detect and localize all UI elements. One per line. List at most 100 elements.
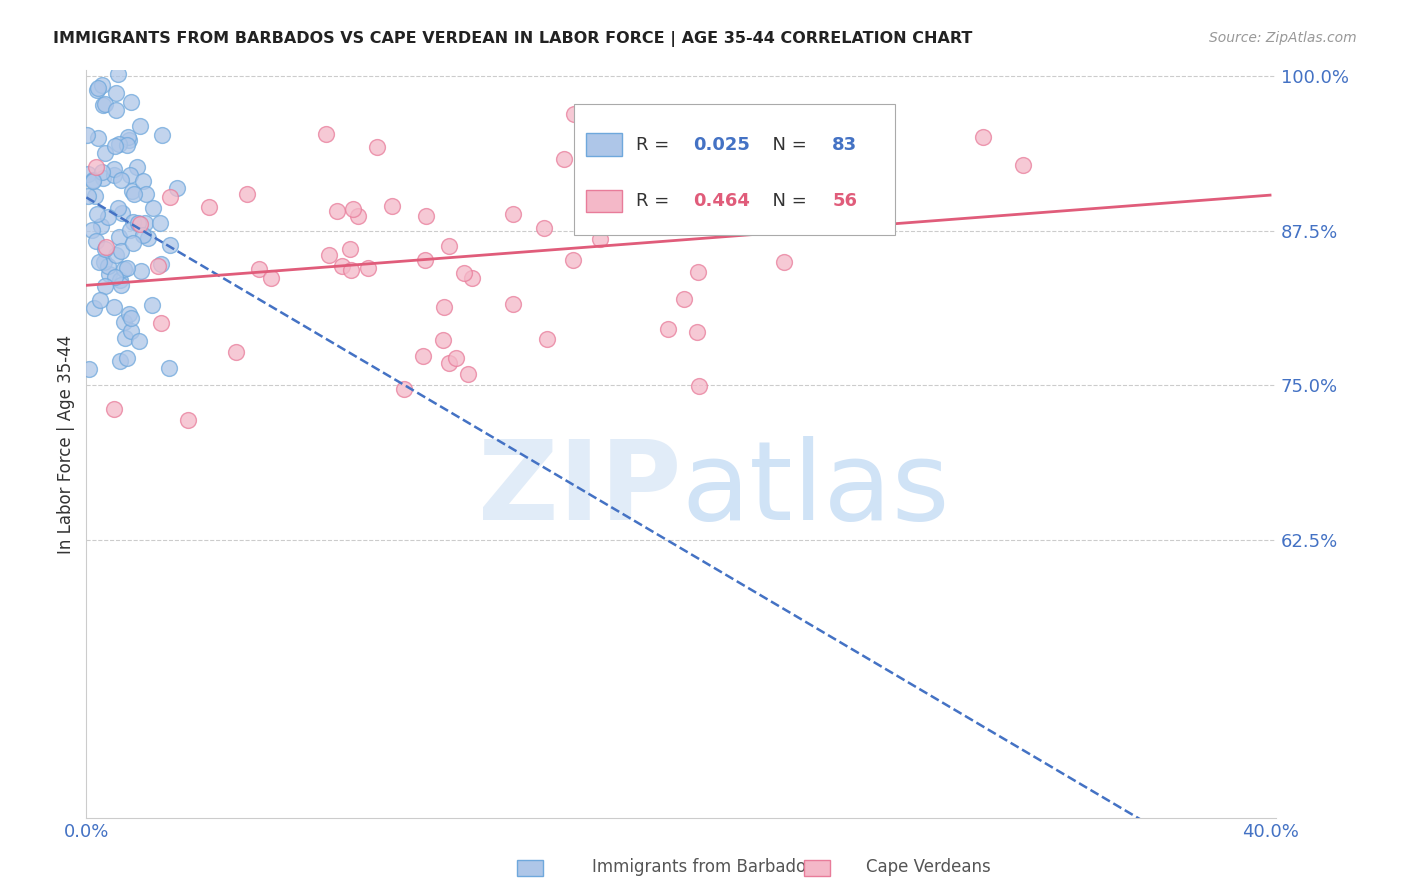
Point [117, 137, 139, 152]
Point [553, 152, 575, 166]
Point [339, 242, 361, 256]
Point [87, 81, 110, 95]
Point [533, 220, 555, 235]
Point [461, 270, 484, 285]
Point [122, 235, 145, 250]
Point [325, 204, 347, 219]
Point [260, 270, 283, 285]
Point [120, 223, 142, 237]
Point [122, 214, 145, 228]
Bar [586, 134, 621, 156]
Point [197, 200, 219, 214]
Point [94, 97, 117, 112]
Point [110, 277, 132, 292]
Point [132, 228, 155, 243]
Point [84, 160, 107, 174]
Point [235, 186, 257, 201]
Point [82, 223, 104, 237]
Point [657, 322, 679, 336]
Point [93, 242, 115, 256]
Point [339, 263, 361, 277]
Point [381, 198, 404, 212]
Point [87, 131, 110, 145]
Point [117, 130, 139, 145]
Point [330, 259, 353, 273]
Point [120, 95, 142, 110]
Point [103, 168, 125, 182]
Point [136, 231, 159, 245]
Point [415, 252, 437, 267]
FancyBboxPatch shape [574, 103, 896, 235]
Text: 0.025: 0.025 [693, 136, 749, 153]
Point [134, 216, 156, 230]
Point [77, 188, 100, 202]
Point [107, 67, 129, 81]
Point [536, 332, 558, 346]
Point [82, 172, 104, 186]
Point [177, 412, 200, 426]
Text: N =: N = [761, 192, 813, 210]
Point [89, 293, 111, 308]
Point [782, 112, 804, 126]
Point [84, 234, 107, 248]
Point [121, 184, 143, 198]
Point [97, 210, 120, 224]
Point [589, 232, 612, 246]
Point [562, 107, 585, 121]
Point [146, 259, 169, 273]
Point [132, 173, 155, 187]
Y-axis label: In Labor Force | Age 35-44: In Labor Force | Age 35-44 [58, 334, 75, 554]
Point [76, 128, 98, 143]
Point [159, 190, 181, 204]
Point [972, 129, 994, 144]
Point [502, 297, 524, 311]
Point [120, 168, 142, 182]
Point [98, 268, 121, 282]
Point [366, 139, 388, 153]
Point [127, 216, 149, 230]
Text: IMMIGRANTS FROM BARBADOS VS CAPE VERDEAN IN LABOR FORCE | AGE 35-44 CORRELATION : IMMIGRANTS FROM BARBADOS VS CAPE VERDEAN… [53, 31, 973, 47]
Point [120, 325, 142, 339]
Point [1012, 158, 1035, 172]
Point [249, 261, 271, 276]
Point [150, 316, 173, 330]
Point [457, 367, 479, 381]
Text: Source: ZipAtlas.com: Source: ZipAtlas.com [1209, 31, 1357, 45]
Text: R =: R = [636, 136, 675, 153]
Text: atlas: atlas [681, 435, 949, 542]
Point [128, 120, 150, 134]
Point [103, 401, 125, 416]
Point [738, 154, 761, 169]
Point [104, 87, 127, 101]
Point [686, 265, 709, 279]
Point [453, 266, 475, 280]
Point [159, 361, 181, 376]
Point [90, 78, 112, 92]
Point [107, 202, 129, 216]
Point [502, 207, 524, 221]
Point [141, 298, 163, 312]
Point [150, 128, 173, 142]
Point [94, 278, 117, 293]
Point [115, 260, 138, 275]
Point [104, 103, 127, 117]
Point [104, 269, 127, 284]
Point [672, 292, 695, 306]
Point [315, 127, 337, 141]
Text: Cape Verdeans: Cape Verdeans [866, 858, 990, 876]
Point [135, 186, 157, 201]
Point [108, 353, 131, 368]
Point [437, 239, 460, 253]
Point [82, 173, 104, 187]
Point [129, 264, 152, 278]
Text: 0.464: 0.464 [693, 192, 749, 210]
Point [772, 255, 794, 269]
Point [117, 133, 139, 147]
Point [433, 300, 456, 314]
Point [77, 362, 100, 376]
Point [90, 165, 112, 179]
Point [93, 255, 115, 269]
Point [166, 180, 188, 194]
Point [150, 257, 173, 271]
Point [120, 310, 142, 325]
